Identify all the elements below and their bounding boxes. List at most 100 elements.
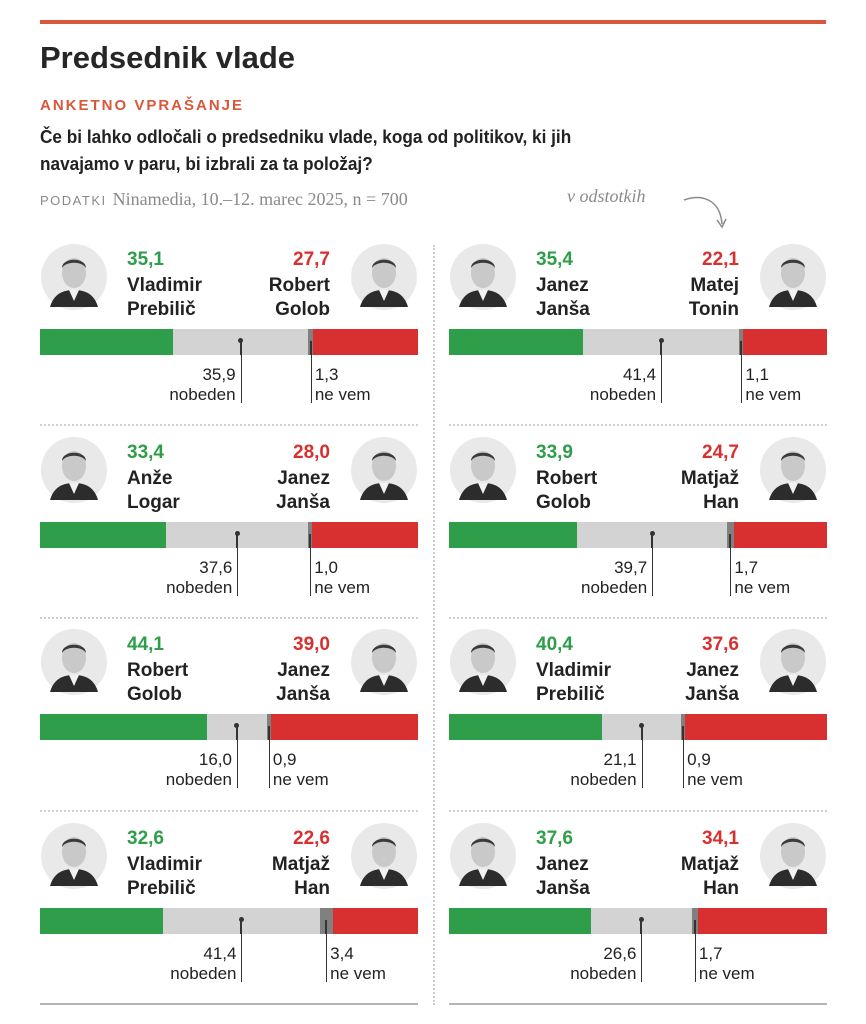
source-line: PODATKI Ninamedia, 10.–12. marec 2025, n … [40, 189, 408, 210]
right-candidate-last-name: Janša [276, 492, 330, 513]
nobody-text: nobeden [166, 578, 233, 597]
nobody-marker-dot [638, 917, 644, 922]
left-candidate-name: Anže Logar [127, 467, 180, 515]
nobody-label: 37,6 nobeden [166, 558, 232, 598]
dont-know-label: 1,7 ne vem [699, 944, 755, 984]
stacked-bar [449, 908, 827, 934]
dont-know-value: 1,7 [698, 944, 723, 963]
nobody-label: 16,0 nobeden [166, 750, 232, 790]
dont-know-label: 0,9 ne vem [687, 750, 743, 790]
nobody-label: 21,1 nobeden [570, 750, 636, 790]
right-candidate-percent: 39,0 [293, 634, 330, 655]
nobody-label: 26,6 nobeden [570, 944, 636, 984]
right-candidate-first-name: Matej [690, 275, 739, 296]
left-candidate-last-name: Janša [536, 878, 590, 899]
left-candidate-name: Robert Golob [127, 659, 188, 707]
left-candidate-name: Vladimir Prebilič [536, 659, 611, 707]
nobody-label: 41,4 nobeden [590, 365, 656, 405]
matchup-panel: 35,1 27,7 Vladimir Prebilič Robert Golob 35,9 n… [40, 243, 418, 413]
nobody-leader-line [237, 548, 239, 596]
bar-segment-left-candidate [449, 329, 583, 355]
bar-segment-left-candidate [40, 908, 164, 934]
nobody-label: 41,4 nobeden [170, 944, 236, 984]
nobody-leader-line [236, 740, 238, 788]
bar-segment-left-candidate [449, 714, 602, 740]
left-candidate-first-name: Anže [127, 468, 173, 489]
dont-know-marker [309, 534, 312, 548]
row-separator [449, 810, 827, 812]
dont-know-label: 1,3 ne vem [315, 365, 371, 405]
page-title: Predsednik vlade [40, 40, 296, 75]
nobody-leader-line [652, 548, 654, 596]
top-accent-rule [40, 20, 826, 24]
matchup-panel: 33,9 24,7 Robert Golob Matjaž Han 39,7 nobeden 1… [449, 436, 827, 606]
nobody-value: 41,4 [622, 365, 657, 384]
left-candidate-last-name: Golob [536, 492, 591, 513]
bar-segment-left-candidate [40, 329, 173, 355]
dont-know-leader-line [310, 355, 312, 403]
nobody-marker-dot [234, 723, 240, 728]
right-candidate-percent: 24,7 [702, 442, 739, 463]
matchup-panel: 32,6 22,6 Vladimir Prebilič Matjaž Han 41,4 nob… [40, 822, 418, 992]
right-candidate-name: Matjaž Han [681, 467, 739, 515]
source-text: Ninamedia, 10.–12. marec 2025, n = 700 [112, 189, 408, 209]
nobody-marker [651, 534, 654, 548]
dont-know-marker [325, 920, 328, 934]
dont-know-leader-line [694, 934, 696, 982]
dont-know-label: 0,9 ne vem [273, 750, 329, 790]
nobody-marker-dot [238, 338, 244, 343]
nobody-leader-line [241, 934, 243, 982]
left-candidate-name: Vladimir Prebilič [127, 274, 202, 322]
left-candidate-last-name: Logar [127, 492, 180, 513]
bar-segment-left-candidate [449, 522, 578, 548]
right-candidate-name: Matej Tonin [689, 274, 739, 322]
nobody-text: nobeden [589, 385, 657, 404]
dont-know-text: ne vem [330, 964, 386, 983]
left-candidate-first-name: Janez [536, 275, 589, 296]
dont-know-marker [682, 726, 685, 740]
right-candidate-last-name: Han [703, 492, 739, 513]
dont-know-text: ne vem [698, 964, 755, 983]
row-separator [40, 810, 418, 812]
left-candidate-percent: 35,4 [536, 249, 573, 270]
nobody-marker-dot [649, 531, 655, 536]
portrait-left-icon [450, 437, 516, 503]
dont-know-marker [693, 920, 696, 934]
nobody-marker [240, 920, 243, 934]
nobody-marker-dot [234, 531, 240, 536]
bottom-rule [449, 1003, 827, 1005]
matchup-panel: 40,4 37,6 Vladimir Prebilič Janez Janša 21,1 no… [449, 628, 827, 798]
left-candidate-percent: 40,4 [536, 634, 573, 655]
dont-know-text: ne vem [745, 385, 802, 404]
dont-know-marker [740, 341, 743, 355]
portrait-right-icon [760, 823, 826, 889]
right-candidate-name: Janez Janša [276, 659, 330, 707]
dont-know-marker [267, 726, 270, 740]
right-candidate-name: Matjaž Han [681, 853, 739, 901]
dont-know-text: ne vem [734, 578, 791, 597]
bar-segment-left-candidate [40, 714, 207, 740]
row-separator [40, 424, 418, 426]
right-candidate-first-name: Janez [277, 660, 330, 681]
right-candidate-name: Janez Janša [276, 467, 330, 515]
nobody-leader-line [661, 355, 663, 403]
matchup-panel: 37,6 34,1 Janez Janša Matjaž Han 26,6 nobeden 1,… [449, 822, 827, 992]
right-candidate-percent: 22,6 [293, 828, 330, 849]
nobody-text: nobeden [581, 578, 648, 597]
nobody-value: 37,6 [199, 558, 233, 577]
stacked-bar [449, 522, 827, 548]
left-candidate-percent: 33,9 [536, 442, 573, 463]
nobody-text: nobeden [570, 964, 637, 983]
dont-know-leader-line [730, 548, 732, 596]
dont-know-marker [729, 534, 732, 548]
stacked-bar [40, 522, 418, 548]
left-candidate-first-name: Vladimir [127, 275, 202, 296]
bar-segment-right-candidate [332, 908, 418, 934]
dont-know-leader-line [326, 934, 328, 982]
dont-know-value: 1,0 [314, 558, 338, 577]
left-candidate-first-name: Janez [536, 854, 589, 875]
nobody-value: 41,4 [203, 944, 237, 963]
unit-note: v odstotkih [567, 186, 646, 206]
right-candidate-last-name: Janša [685, 684, 739, 705]
left-candidate-first-name: Robert [127, 660, 189, 681]
